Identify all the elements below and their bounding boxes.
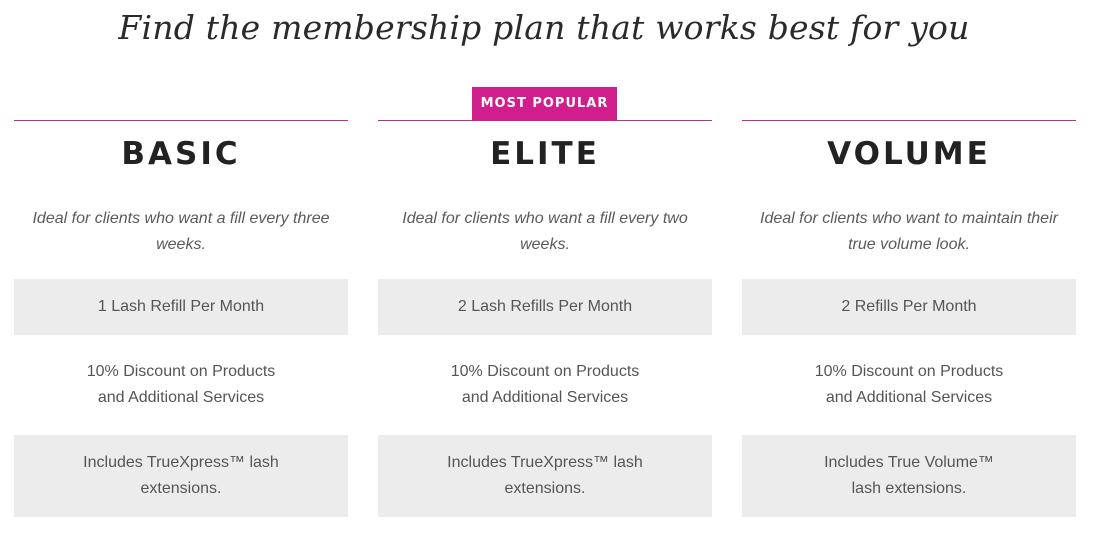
- plan-feature-discount: 10% Discount on Products and Additional …: [742, 357, 1076, 413]
- feature-text: 1 Lash Refill Per Month: [97, 298, 265, 315]
- plan-divider: [742, 120, 1076, 121]
- plan-description: Ideal for clients who want a fill every …: [402, 210, 688, 253]
- plan-description: Ideal for clients who want to maintain t…: [760, 210, 1058, 253]
- plan-feature-extensions: Includes TrueXpress™ lash extensions.: [378, 435, 712, 517]
- plan-name: ELITE: [490, 136, 600, 172]
- feature-text: 2 Refills Per Month: [841, 298, 977, 315]
- plan-feature-extensions: Includes True Volume™ lash extensions.: [742, 435, 1076, 517]
- plan-feature-extensions: Includes TrueXpress™ lash extensions.: [14, 435, 348, 517]
- plan-card-volume: VOLUME Ideal for clients who want to mai…: [742, 0, 1076, 540]
- plan-feature-refills: 2 Refills Per Month: [742, 279, 1076, 335]
- plan-name: BASIC: [121, 136, 241, 172]
- plan-feature-discount: 10% Discount on Products and Additional …: [378, 357, 712, 413]
- plan-card-elite: MOST POPULAR ELITE Ideal for clients who…: [378, 0, 712, 540]
- plan-divider: [14, 120, 348, 121]
- feature-text: Includes True Volume™ lash extensions.: [824, 454, 994, 497]
- plan-name: VOLUME: [827, 136, 991, 172]
- page-title: Find the membership plan that works best…: [118, 8, 970, 47]
- plan-description: Ideal for clients who want a fill every …: [32, 210, 330, 253]
- plan-feature-discount: 10% Discount on Products and Additional …: [14, 357, 348, 413]
- feature-text: Includes TrueXpress™ lash extensions.: [83, 454, 279, 497]
- feature-text: 2 Lash Refills Per Month: [457, 298, 633, 315]
- most-popular-badge: MOST POPULAR: [472, 87, 617, 121]
- feature-text: 10% Discount on Products and Additional …: [86, 363, 276, 406]
- plan-feature-refills: 2 Lash Refills Per Month: [378, 279, 712, 335]
- plan-feature-refills: 1 Lash Refill Per Month: [14, 279, 348, 335]
- feature-text: Includes TrueXpress™ lash extensions.: [447, 454, 643, 497]
- feature-text: 10% Discount on Products and Additional …: [450, 363, 640, 406]
- plan-card-basic: BASIC Ideal for clients who want a fill …: [14, 0, 348, 540]
- feature-text: 10% Discount on Products and Additional …: [814, 363, 1004, 406]
